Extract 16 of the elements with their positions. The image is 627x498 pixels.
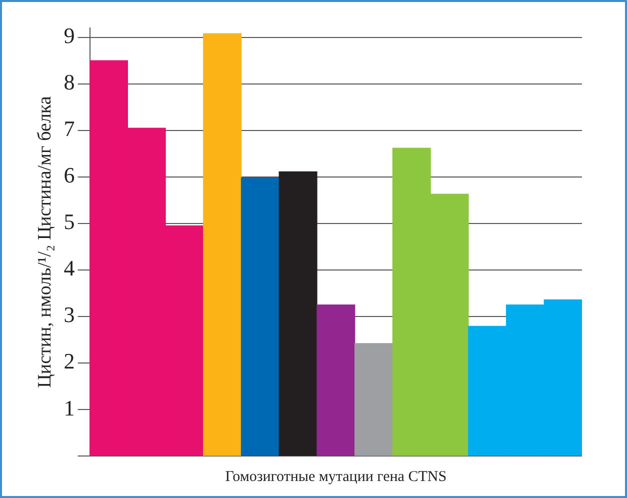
bar <box>278 171 318 456</box>
y-tick-label: 4 <box>64 256 75 281</box>
y-axis-title: Цистин, нмоль/¹/₂ Цистина/мг белка <box>34 96 56 388</box>
y-tick-label: 7 <box>64 116 75 142</box>
y-tick-label: 2 <box>64 348 75 374</box>
bar <box>316 304 356 456</box>
y-tick-label: 8 <box>64 70 75 95</box>
bar <box>203 33 242 456</box>
y-tick-label: 6 <box>64 162 75 188</box>
bar <box>240 177 280 456</box>
y-tick-label: 9 <box>64 23 75 48</box>
y-tick-label: 5 <box>64 209 75 234</box>
bar <box>354 343 394 456</box>
y-tick-label: 3 <box>64 302 75 328</box>
y-tick-label: 1 <box>64 395 75 420</box>
x-axis-title: Гомозиготные мутации гена CTNS <box>225 468 447 485</box>
